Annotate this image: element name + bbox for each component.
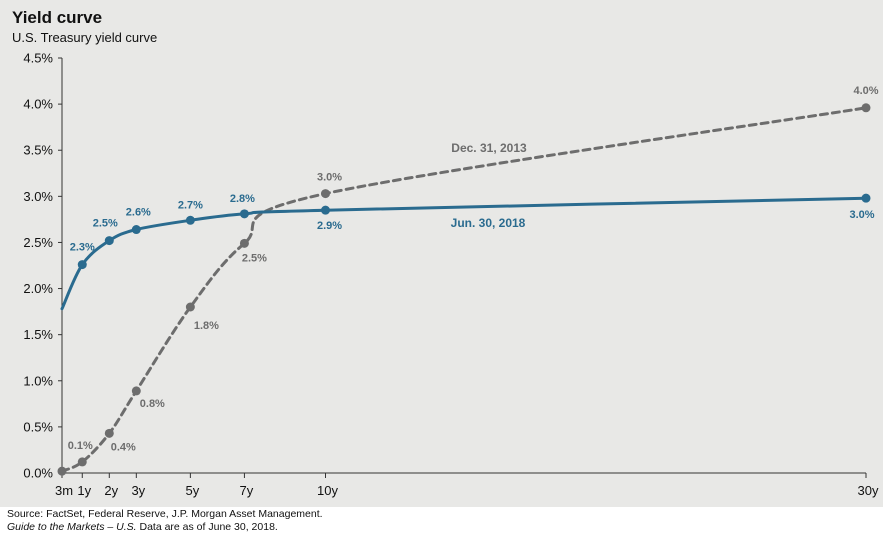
data-label-dec-31-2013: 0.1%	[68, 440, 93, 452]
chart-subtitle: U.S. Treasury yield curve	[12, 30, 158, 45]
chart-title: Yield curve	[12, 8, 103, 27]
data-label-dec-31-2013: 1.8%	[194, 320, 219, 332]
data-point-jun-30-2018	[77, 260, 87, 270]
y-tick-label: 2.5%	[23, 235, 53, 250]
chart-frame	[0, 0, 883, 507]
x-tick-label: 5y	[186, 483, 200, 498]
data-point-dec-31-2013	[77, 457, 87, 467]
x-tick-label: 2y	[104, 483, 118, 498]
data-date-text: Data are as of June 30, 2018.	[136, 521, 278, 533]
y-tick-label: 0.5%	[23, 419, 53, 434]
data-point-jun-30-2018	[320, 205, 330, 215]
data-point-jun-30-2018	[104, 236, 114, 246]
y-tick-label: 3.0%	[23, 189, 53, 204]
data-label-jun-30-2018: 2.6%	[126, 207, 151, 219]
data-point-jun-30-2018	[239, 209, 249, 219]
x-tick-label: 3m	[55, 483, 73, 498]
data-date-note: Guide to the Markets – U.S. Data are as …	[7, 521, 278, 533]
x-tick-label: 1y	[77, 483, 91, 498]
y-tick-label: 3.5%	[23, 143, 53, 158]
data-label-dec-31-2013: 4.0%	[853, 85, 878, 97]
guide-title: Guide to the Markets – U.S.	[7, 521, 137, 533]
yield-curve-chart: 0.0% 0.5% 1.0% 1.5% 2.0% 2.5% 3.0% 3.5% 4.0% 4.5%…	[23, 51, 879, 499]
data-point-dec-31-2013	[185, 302, 195, 312]
data-label-jun-30-2018: 2.8%	[230, 193, 255, 205]
data-point-dec-31-2013	[861, 103, 871, 113]
data-label-dec-31-2013: 0.8%	[140, 398, 165, 410]
data-point-jun-30-2018	[861, 193, 871, 203]
y-tick-label: 4.0%	[23, 97, 53, 112]
series-line-jun-30-2018	[60, 196, 868, 311]
data-label-jun-30-2018: 2.3%	[70, 242, 95, 254]
series-label-dec-31-2013: Dec. 31, 2013	[451, 141, 527, 155]
series-line-dec-31-2013	[60, 106, 868, 473]
y-tick-label: 4.5%	[23, 51, 53, 66]
data-point-dec-31-2013	[104, 428, 114, 438]
x-tick-label: 7y	[240, 483, 254, 498]
data-label-jun-30-2018: 2.7%	[178, 199, 203, 211]
data-point-jun-30-2018	[185, 215, 195, 225]
data-label-jun-30-2018: 3.0%	[849, 209, 874, 221]
y-tick-label: 1.5%	[23, 327, 53, 342]
data-label-jun-30-2018: 2.5%	[93, 218, 118, 230]
x-tick-label: 30y	[858, 483, 879, 498]
source-note: Source: FactSet, Federal Reserve, J.P. M…	[7, 508, 323, 520]
data-label-dec-31-2013: 2.5%	[242, 252, 267, 264]
series-label-jun-30-2018: Jun. 30, 2018	[451, 216, 526, 230]
data-label-dec-31-2013: 0.4%	[111, 441, 136, 453]
data-label-jun-30-2018: 2.9%	[317, 220, 342, 232]
data-point-jun-30-2018	[131, 225, 141, 235]
data-point-dec-31-2013	[131, 386, 141, 396]
data-point-dec-31-2013	[57, 466, 67, 476]
x-tick-label: 3y	[131, 483, 145, 498]
data-point-dec-31-2013	[320, 189, 330, 199]
data-point-dec-31-2013	[239, 238, 249, 248]
data-label-dec-31-2013: 3.0%	[317, 172, 342, 184]
x-tick-label: 10y	[317, 483, 338, 498]
y-tick-label: 2.0%	[23, 281, 53, 296]
y-tick-label: 1.0%	[23, 373, 53, 388]
y-tick-label: 0.0%	[23, 466, 53, 481]
